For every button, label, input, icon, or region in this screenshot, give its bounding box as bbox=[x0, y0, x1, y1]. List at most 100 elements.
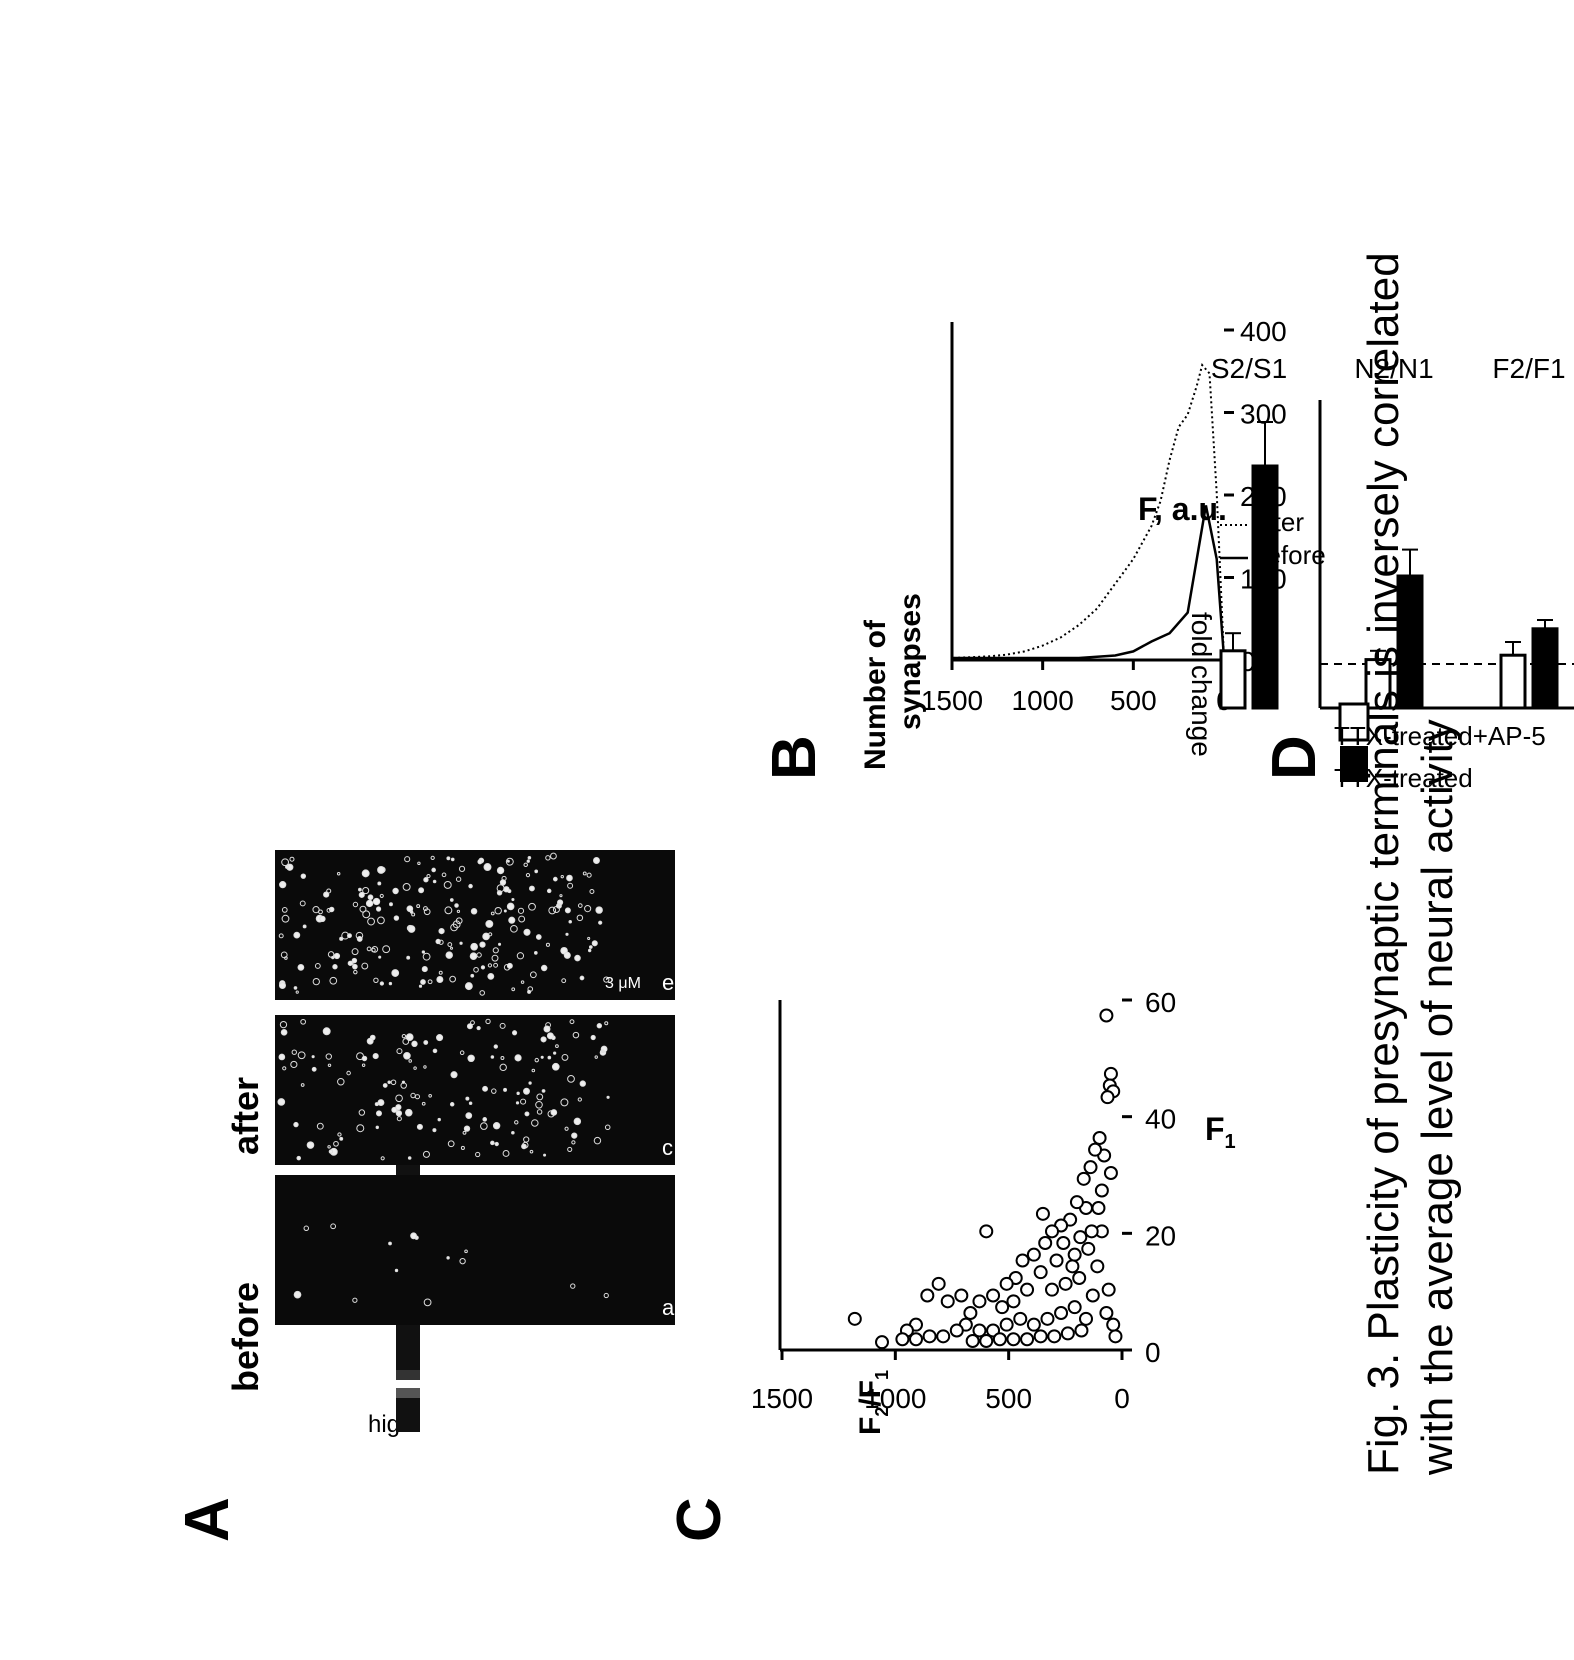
synapse-punctum bbox=[298, 964, 304, 970]
scatter-point bbox=[1007, 1333, 1019, 1345]
synapse-punctum bbox=[544, 1026, 550, 1032]
scatter-point bbox=[1035, 1330, 1047, 1342]
scatter-point bbox=[1096, 1185, 1108, 1197]
synapse-punctum bbox=[554, 1052, 556, 1054]
synapse-punctum bbox=[484, 864, 491, 871]
micrograph-after-c: c bbox=[275, 1015, 675, 1165]
synapse-punctum bbox=[367, 1038, 373, 1044]
scatter-point bbox=[942, 1295, 954, 1307]
synapse-punctum bbox=[366, 900, 372, 906]
synapse-punctum bbox=[471, 974, 474, 977]
synapse-punctum bbox=[481, 966, 484, 969]
synapse-punctum bbox=[407, 906, 413, 912]
caption-line-2: with the average level of neural activit… bbox=[1413, 719, 1462, 1476]
scatter-point bbox=[1021, 1284, 1033, 1296]
synapse-punctum bbox=[541, 965, 546, 970]
synapse-punctum bbox=[469, 1102, 471, 1104]
synapse-punctum bbox=[396, 1111, 401, 1116]
synapse-punctum bbox=[390, 903, 393, 906]
synapse-punctum bbox=[422, 967, 427, 972]
scatter-point bbox=[1028, 1249, 1040, 1261]
synapse-punctum bbox=[447, 1257, 449, 1259]
c-x-label-sub: 1 bbox=[1225, 1131, 1236, 1153]
c-x-label: F1 bbox=[1205, 1111, 1236, 1153]
c-ytick-label: 40 bbox=[1145, 1104, 1176, 1135]
synapse-punctum bbox=[468, 1055, 474, 1061]
b-ytick-label: 300 bbox=[1240, 399, 1287, 430]
synapse-punctum bbox=[404, 1052, 411, 1059]
micrograph-before-bg bbox=[275, 1175, 675, 1325]
synapse-punctum bbox=[567, 875, 573, 881]
synapse-punctum bbox=[353, 964, 358, 969]
synapse-punctum bbox=[408, 1157, 411, 1160]
synapse-punctum bbox=[504, 887, 509, 892]
panel-d-letter: D bbox=[1260, 735, 1329, 780]
micrograph-c-bg bbox=[275, 1015, 675, 1165]
synapse-punctum bbox=[491, 1141, 495, 1145]
scatter-point bbox=[1041, 1313, 1053, 1325]
synapse-punctum bbox=[517, 1092, 519, 1094]
synapse-punctum bbox=[329, 1150, 332, 1153]
synapse-punctum bbox=[333, 965, 337, 969]
synapse-punctum bbox=[378, 882, 381, 885]
scatter-point bbox=[1094, 1132, 1106, 1144]
synapse-punctum bbox=[368, 895, 373, 900]
synapse-punctum bbox=[388, 1081, 391, 1084]
synapse-punctum bbox=[389, 1242, 392, 1245]
synapse-punctum bbox=[378, 867, 385, 874]
synapse-punctum bbox=[483, 1118, 487, 1122]
scale-gradient-low bbox=[396, 1370, 420, 1380]
c-y-label-sub1: 2 bbox=[872, 1407, 892, 1417]
synapse-punctum bbox=[323, 1028, 330, 1035]
synapse-punctum bbox=[504, 910, 506, 912]
sublabel-a: a bbox=[662, 1295, 675, 1320]
synapse-punctum bbox=[507, 903, 514, 910]
synapse-punctum bbox=[565, 908, 570, 913]
panel-c-letter: C bbox=[665, 1497, 734, 1542]
synapse-punctum bbox=[439, 929, 444, 934]
synapse-punctum bbox=[494, 1045, 497, 1048]
scatter-point bbox=[1069, 1249, 1081, 1261]
synapse-punctum bbox=[446, 952, 452, 958]
synapse-punctum bbox=[541, 1056, 543, 1058]
synapse-punctum bbox=[408, 926, 415, 933]
synapse-punctum bbox=[437, 1035, 443, 1041]
synapse-punctum bbox=[471, 909, 477, 915]
synapse-punctum bbox=[588, 949, 590, 951]
scatter-point bbox=[964, 1307, 976, 1319]
scatter-point bbox=[1091, 1260, 1103, 1272]
synapse-punctum bbox=[471, 943, 478, 950]
synapse-punctum bbox=[278, 1099, 285, 1106]
synapse-punctum bbox=[477, 1026, 480, 1029]
synapse-punctum bbox=[495, 1142, 498, 1145]
scatter-point bbox=[1071, 1196, 1083, 1208]
synapse-punctum bbox=[541, 1037, 546, 1042]
c-y-label-sub2: 1 bbox=[872, 1370, 892, 1380]
scatter-point bbox=[1082, 1243, 1094, 1255]
synapse-punctum bbox=[340, 937, 343, 940]
sublabel-e: e bbox=[662, 970, 674, 995]
synapse-punctum bbox=[596, 907, 602, 913]
scatter-point bbox=[994, 1333, 1006, 1345]
synapse-punctum bbox=[547, 1033, 553, 1039]
synapse-punctum bbox=[294, 987, 297, 990]
synapse-punctum bbox=[376, 907, 380, 911]
synapse-punctum bbox=[509, 917, 515, 923]
synapse-punctum bbox=[607, 1096, 609, 1098]
synapse-punctum bbox=[599, 921, 602, 924]
scatter-point bbox=[1007, 1295, 1019, 1307]
b-y-label-line1: Number of bbox=[859, 619, 892, 770]
scatter-point bbox=[1035, 1266, 1047, 1278]
synapse-punctum bbox=[529, 1082, 531, 1084]
scatter-point bbox=[973, 1295, 985, 1307]
synapse-punctum bbox=[376, 1111, 381, 1116]
d-category-label: F2/F1 bbox=[1492, 353, 1565, 384]
synapse-punctum bbox=[483, 1086, 488, 1091]
c-ytick-label: 0 bbox=[1145, 1337, 1161, 1368]
synapse-punctum bbox=[580, 1081, 585, 1086]
scatter-point bbox=[1078, 1173, 1090, 1185]
c-x-label-f: F bbox=[1205, 1111, 1225, 1147]
scatter-point bbox=[1046, 1284, 1058, 1296]
synapse-punctum bbox=[352, 958, 356, 962]
